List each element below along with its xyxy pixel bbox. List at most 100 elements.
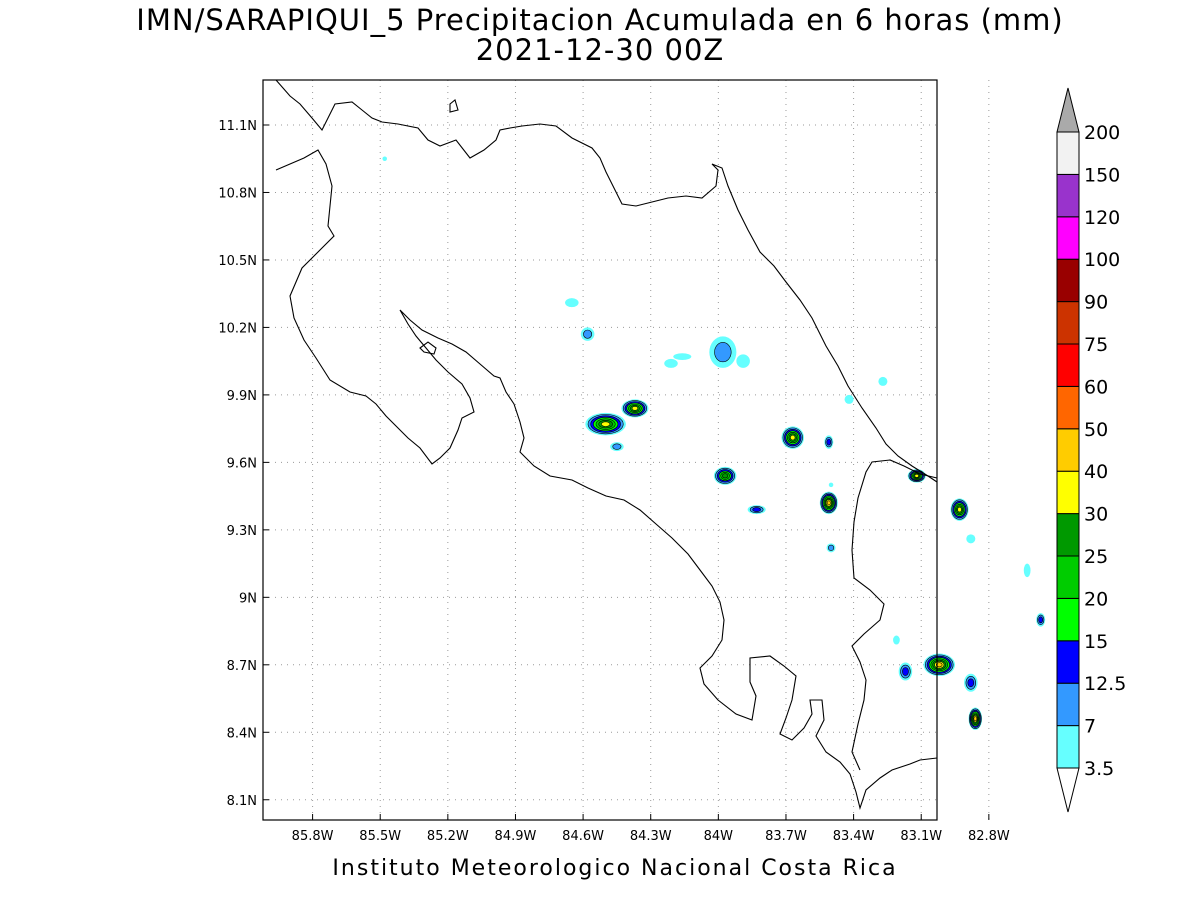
y-tick-label: 11.1N — [218, 119, 257, 134]
coastline-nicoya-island — [419, 341, 437, 355]
colorbar-segment — [1056, 597, 1080, 642]
colorbar-segment — [1056, 173, 1080, 218]
precip-contour — [826, 438, 832, 446]
precip-contour — [828, 482, 834, 488]
map-grid — [263, 80, 990, 820]
colorbar-label: 7 — [1084, 716, 1096, 738]
border-panama — [851, 459, 938, 771]
precip-contour — [844, 394, 854, 404]
precip-cell — [736, 354, 750, 368]
x-tick-label: 84.3W — [630, 829, 672, 844]
precip-contour — [914, 474, 919, 478]
x-tick-label: 84.6W — [562, 829, 604, 844]
colorbar-label: 12.5 — [1084, 673, 1126, 695]
precip-cell — [1036, 613, 1046, 627]
precip-contour — [565, 298, 579, 308]
precip-cell — [824, 435, 834, 449]
precip-contour — [631, 406, 639, 411]
precip-cell — [1023, 563, 1031, 578]
colorbar-label: 150 — [1084, 164, 1120, 186]
y-tick-label: 9.6N — [227, 456, 257, 471]
precip-contour — [826, 500, 831, 506]
precip-cell — [826, 543, 836, 553]
colorbar-label: 60 — [1084, 376, 1108, 398]
precip-contour — [736, 354, 750, 368]
colorbar-segment — [1056, 513, 1080, 557]
colorbar-max-arrow — [1056, 87, 1080, 133]
precip-contour — [936, 662, 943, 668]
precip-contour — [1023, 563, 1031, 578]
precip-contour — [664, 358, 678, 368]
precip-cell — [844, 394, 854, 404]
colorbar-label: 15 — [1084, 631, 1108, 653]
y-tick-label: 9N — [239, 591, 257, 606]
precip-cell — [828, 482, 834, 488]
colorbar-label: 30 — [1084, 504, 1108, 526]
precip-contour — [583, 329, 593, 339]
precip-cell — [382, 156, 387, 161]
precip-contour — [902, 667, 909, 676]
precip-contour — [722, 473, 729, 479]
colorbar-label: 100 — [1084, 249, 1120, 271]
colorbar-label: 50 — [1084, 419, 1108, 441]
precip-cell — [966, 534, 976, 544]
precip-cell — [585, 412, 626, 436]
coastline-pacific — [275, 149, 938, 810]
colorbar-segment — [1056, 428, 1080, 472]
precip-cell — [907, 469, 926, 483]
x-tick-label: 83.1W — [900, 829, 942, 844]
x-tick-label: 83.4W — [833, 829, 875, 844]
coastline — [275, 79, 938, 810]
precip-cell — [673, 353, 692, 361]
institution-footer: Instituto Meteorologico Nacional Costa R… — [332, 856, 898, 881]
precip-cell — [621, 399, 649, 418]
colorbar-segment — [1056, 258, 1080, 303]
y-tick-label: 10.2N — [218, 321, 257, 336]
coastline-caribbean — [275, 79, 938, 483]
precip-cell — [964, 673, 978, 692]
colorbar-label: 20 — [1084, 588, 1108, 610]
colorbar-segment — [1056, 301, 1080, 345]
colorbar: 3.5 7 12.5 15 20 25 30 40 50 60 75 90 100 120 150 200 — [1056, 87, 1126, 813]
precip-contour — [714, 342, 732, 363]
precip-cell — [709, 336, 737, 368]
x-tick-label: 84W — [704, 829, 734, 844]
x-tick-label: 82.8W — [968, 829, 1010, 844]
precip-cell — [713, 466, 737, 485]
y-tick-label: 8.4N — [227, 726, 257, 741]
precip-cell — [819, 491, 838, 515]
precip-cell — [893, 635, 900, 645]
colorbar-label: 3.5 — [1084, 758, 1114, 780]
colorbar-label: 25 — [1084, 546, 1108, 568]
precip-cell — [968, 707, 983, 731]
coastline-lake-islet — [449, 99, 459, 113]
colorbar-segment — [1056, 555, 1080, 599]
precipitation-field — [382, 156, 1046, 731]
precip-contour — [673, 353, 692, 361]
precip-contour — [612, 443, 622, 450]
precip-cell — [747, 505, 766, 515]
colorbar-segment — [1056, 725, 1080, 769]
y-tick-label: 10.5N — [218, 254, 257, 269]
map-subtitle: 2021-12-30 00Z — [475, 33, 725, 67]
precip-contour — [827, 544, 835, 551]
x-tick-label: 84.9W — [495, 829, 537, 844]
y-tick-label: 8.7N — [227, 659, 257, 674]
colorbar-segment — [1056, 385, 1080, 430]
y-tick-label: 8.1N — [227, 794, 257, 809]
y-tick-label: 10.8N — [218, 186, 257, 201]
precip-contour — [957, 506, 962, 513]
precip-contour — [1038, 616, 1043, 624]
precip-contour — [893, 635, 900, 645]
map-title: IMN/SARAPIQUI_5 Precipitacion Acumulada … — [136, 3, 1064, 37]
precip-contour — [878, 376, 888, 386]
precip-contour — [966, 534, 976, 544]
precip-contour — [752, 507, 761, 512]
colorbar-label: 75 — [1084, 334, 1108, 356]
x-tick-label: 83.7W — [765, 829, 807, 844]
x-tick-label: 85.5W — [359, 829, 401, 844]
x-tick-label: 85.8W — [292, 829, 334, 844]
precip-cell — [923, 653, 956, 677]
precip-cell — [878, 376, 888, 386]
